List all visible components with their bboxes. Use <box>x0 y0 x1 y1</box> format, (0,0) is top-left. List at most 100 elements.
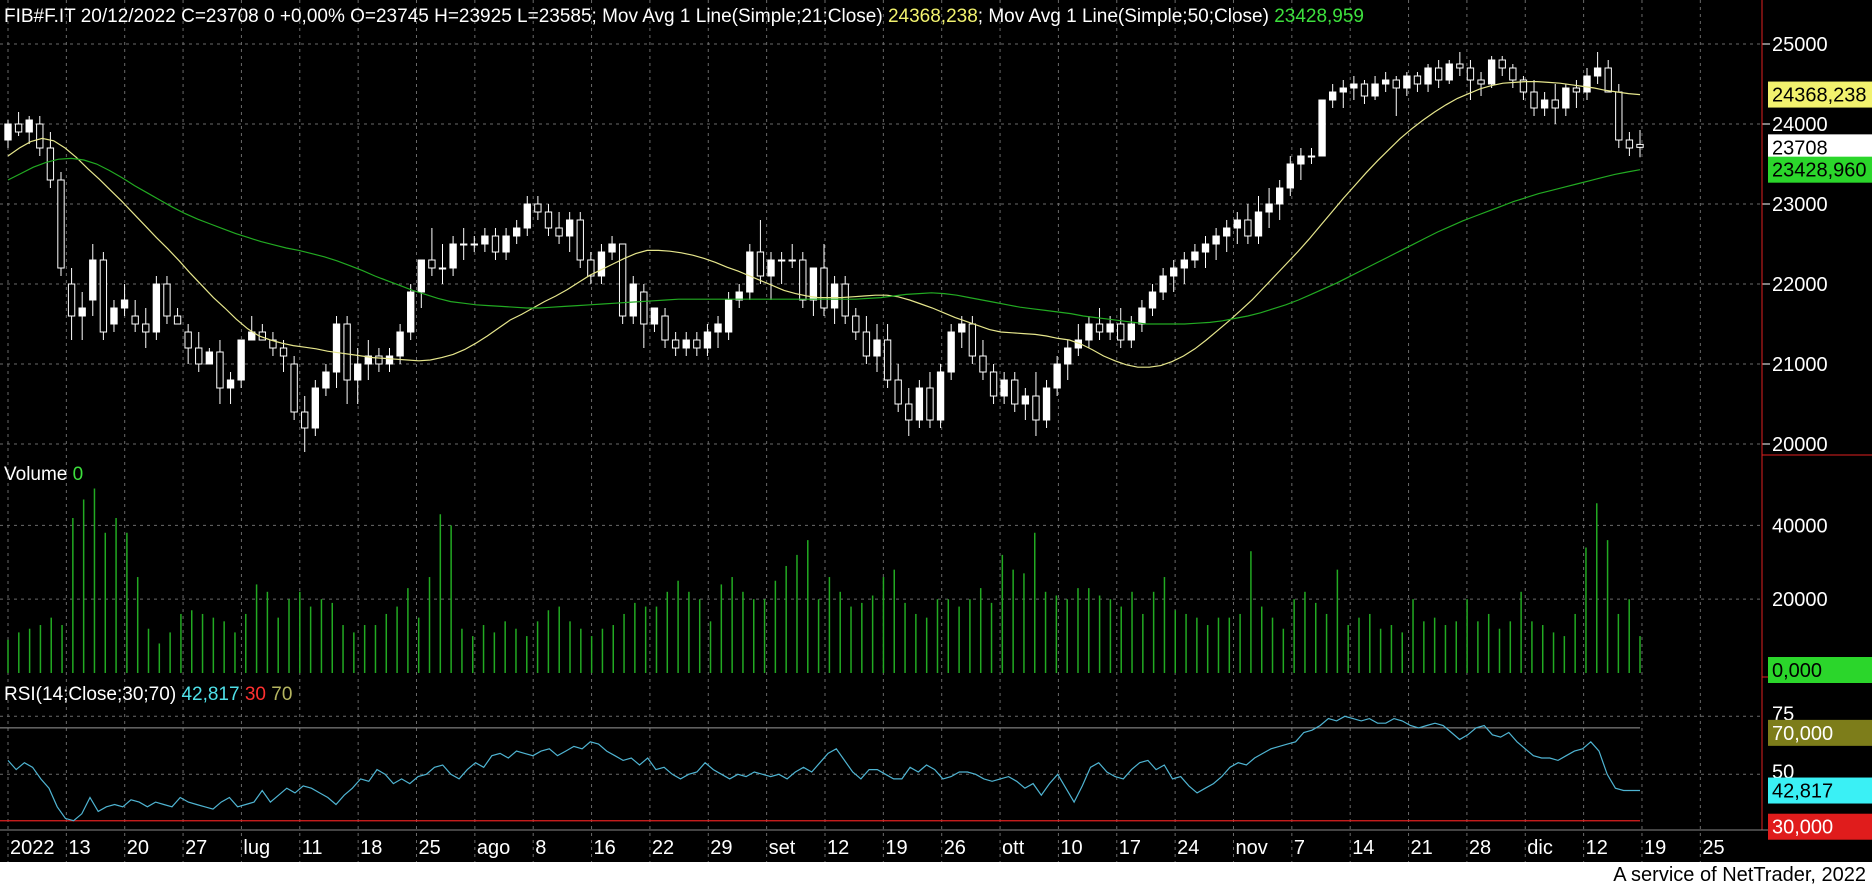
candle-body-116 <box>1233 219 1241 229</box>
candle-body-126 <box>1339 87 1347 93</box>
candle-body-3 <box>36 123 44 149</box>
date-tick-10: 16 <box>594 837 616 859</box>
candle-body-25 <box>269 339 277 349</box>
candle-body-102 <box>1085 323 1093 341</box>
candle-body-20 <box>216 351 224 389</box>
candle-body-38 <box>407 291 415 333</box>
candle-body-107 <box>1138 307 1146 325</box>
candle-body-22 <box>237 339 245 381</box>
candle-body-117 <box>1244 219 1252 237</box>
volume-tick-1: 20000 <box>1772 589 1828 611</box>
candle-body-137 <box>1456 63 1464 69</box>
candle-body-100 <box>1064 347 1072 365</box>
ma21-label: ; Mov Avg 1 Line(Simple;21;Close) <box>591 6 883 27</box>
badge-close: 23708 <box>1772 137 1828 159</box>
rsi-header: RSI(14;Close;30;70) 42,817 30 70 <box>4 684 292 706</box>
candle-body-47 <box>502 235 510 253</box>
date-tick-12: 29 <box>710 837 732 859</box>
candle-body-82 <box>873 339 881 357</box>
candle-body-26 <box>279 347 288 357</box>
candle-body-72 <box>767 259 775 277</box>
rsi-label: RSI(14;Close;30;70) <box>4 684 177 705</box>
candle-body-136 <box>1445 63 1453 81</box>
candle-body-125 <box>1328 91 1337 101</box>
candle-body-50 <box>534 203 542 213</box>
candle-body-57 <box>608 243 616 253</box>
candle-body-104 <box>1106 323 1114 333</box>
candle-body-97 <box>1032 395 1040 421</box>
candle-body-119 <box>1265 203 1273 213</box>
candle-body-28 <box>301 411 309 429</box>
date-tick-18: 10 <box>1060 837 1082 859</box>
candle-body-86 <box>915 387 924 421</box>
candle-body-29 <box>311 387 320 429</box>
date-tick-27: 12 <box>1586 837 1608 859</box>
candle-body-9 <box>99 259 108 333</box>
candle-body-121 <box>1286 163 1294 189</box>
date-tick-8: ago <box>477 837 510 859</box>
candle-body-36 <box>385 355 394 365</box>
candle-body-152 <box>1615 91 1623 141</box>
candle-body-89 <box>947 331 955 373</box>
candle-body-44 <box>470 243 478 246</box>
volume-panel[interactable] <box>7 488 1641 673</box>
candle-body-87 <box>926 387 934 421</box>
volume-tick-0: 40000 <box>1772 515 1828 537</box>
price-panel[interactable] <box>4 52 1644 452</box>
candle-body-145 <box>1540 99 1549 109</box>
ma21-value: 24368,238 <box>887 6 978 27</box>
candle-body-51 <box>544 211 553 229</box>
candle-body-112 <box>1191 251 1199 261</box>
candle-body-43 <box>460 243 468 246</box>
candle-body-16 <box>173 315 182 325</box>
date-tick-13: set <box>769 837 796 859</box>
candle-body-141 <box>1498 59 1506 69</box>
candle-body-140 <box>1487 59 1496 85</box>
ma50-line <box>7 157 1641 325</box>
date-tick-22: 7 <box>1294 837 1305 859</box>
candle-body-133 <box>1413 75 1422 85</box>
candle-body-153 <box>1625 139 1634 149</box>
candle-body-139 <box>1477 79 1485 85</box>
candle-body-151 <box>1604 67 1612 93</box>
candle-body-88 <box>936 371 945 421</box>
candle-body-92 <box>979 355 987 373</box>
date-tick-17: ott <box>1002 837 1025 859</box>
date-tick-5: 11 <box>302 837 323 859</box>
candle-body-146 <box>1551 99 1559 109</box>
grid-lines <box>0 0 1762 862</box>
date-tick-20: 24 <box>1177 837 1199 859</box>
candle-body-93 <box>989 371 998 397</box>
ma50-label: ; Mov Avg 1 Line(Simple;50;Close) <box>977 6 1269 27</box>
rsi-panel[interactable] <box>0 715 1640 822</box>
candle-body-30 <box>322 371 330 389</box>
candle-body-150 <box>1593 67 1602 77</box>
badge-ma50: 23428,960 <box>1772 160 1867 182</box>
badge-rsi-value: 42,817 <box>1772 781 1833 803</box>
date-tick-15: 19 <box>885 837 907 859</box>
candle-body-147 <box>1562 87 1570 109</box>
candle-body-73 <box>777 259 786 262</box>
price-tick-5: 20000 <box>1772 434 1828 456</box>
candle-body-108 <box>1148 291 1157 309</box>
date-tick-19: 17 <box>1119 837 1141 859</box>
rsi-line <box>7 715 1640 822</box>
candle-body-56 <box>597 251 606 277</box>
candle-body-55 <box>587 259 595 277</box>
candle-body-106 <box>1127 323 1136 341</box>
candle-body-15 <box>163 283 171 317</box>
candle-body-65 <box>693 339 701 349</box>
candle-body-63 <box>671 339 680 349</box>
ma21-line <box>7 80 1641 368</box>
ma50-value: 23428,959 <box>1274 6 1365 27</box>
rsi-tick-0: 75 <box>1772 703 1794 725</box>
candle-body-39 <box>417 259 425 293</box>
candle-body-68 <box>724 299 733 333</box>
candle-body-12 <box>131 315 139 325</box>
candle-body-132 <box>1403 75 1411 89</box>
candle-body-91 <box>968 323 977 357</box>
date-tick-9: 8 <box>535 837 546 859</box>
candle-body-8 <box>89 259 97 301</box>
candle-body-135 <box>1434 67 1443 81</box>
badge-ma50-bg <box>1768 156 1872 183</box>
